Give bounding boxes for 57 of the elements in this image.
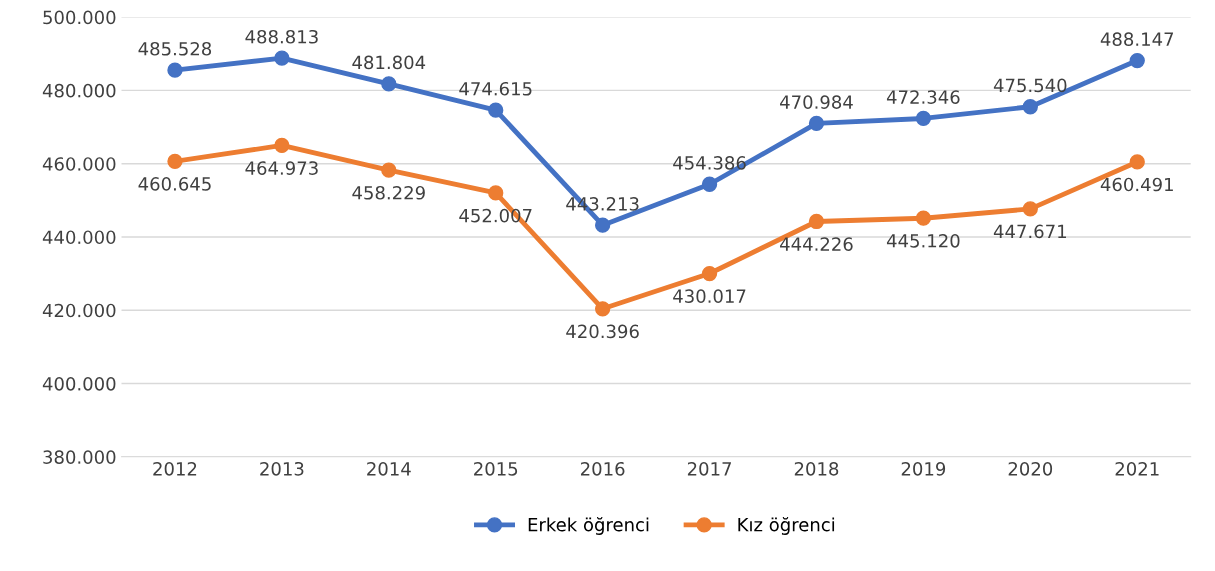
point: [274, 50, 290, 66]
data-label: 488.147: [1100, 32, 1174, 47]
y-tick-label: 440.000: [42, 230, 116, 245]
x-tick-label: 2018: [794, 461, 839, 476]
data-label: 475.540: [993, 78, 1067, 93]
data-label: 470.984: [780, 95, 853, 109]
point: [1129, 154, 1145, 170]
data-label: 481.804: [352, 55, 426, 70]
x-tick-label: 2021: [1115, 461, 1159, 476]
x-tick-label: 2013: [260, 461, 304, 476]
point: [808, 213, 825, 230]
y-tick-label: 500.000: [43, 10, 116, 25]
x-tick-label: 2020: [1008, 461, 1053, 476]
point: [274, 137, 290, 154]
data-label: 460.645: [138, 177, 211, 191]
data-label: 460.491: [1100, 177, 1173, 192]
legend-label: Kız öğrenci: [738, 517, 835, 535]
data-label: 458.229: [352, 185, 425, 200]
data-label: 464.973: [245, 161, 318, 175]
data-label: 430.017: [673, 289, 746, 303]
data-label: 474.615: [459, 81, 532, 96]
data-label: 445.120: [886, 233, 960, 248]
y-tick-label: 460.000: [42, 157, 116, 171]
data-label: 447.671: [993, 224, 1066, 239]
legend-label: Erkek öğrenci: [528, 517, 649, 535]
x-tick-label: 2015: [474, 461, 518, 476]
x-tick-label: 2019: [901, 461, 946, 476]
data-label: 472.346: [886, 90, 960, 104]
point: [915, 210, 932, 226]
point: [488, 185, 504, 201]
point: [167, 62, 183, 78]
y-tick-label: 480.000: [42, 83, 116, 98]
x-tick-label: 2012: [153, 461, 197, 476]
point: [701, 265, 718, 282]
data-label: 444.226: [780, 237, 853, 251]
point: [595, 301, 611, 317]
y-tick-label: 420.000: [42, 303, 116, 318]
y-tick-label: 400.000: [42, 376, 116, 391]
point: [1022, 201, 1038, 217]
point: [808, 115, 825, 132]
data-label: 420.396: [566, 324, 639, 339]
point: [488, 102, 504, 118]
x-tick-label: 2016: [580, 461, 625, 476]
point: [1129, 52, 1145, 69]
y-tick-label: 380.000: [43, 450, 116, 464]
data-label: 485.528: [138, 41, 212, 56]
data-label: 488.813: [245, 29, 318, 44]
point: [381, 162, 397, 178]
data-label: 454.386: [673, 156, 746, 170]
point: [167, 153, 183, 169]
point: [381, 76, 397, 92]
x-tick-label: 2017: [687, 461, 731, 476]
point: [701, 176, 718, 192]
point: [595, 217, 611, 233]
x-tick-label: 2014: [367, 461, 411, 476]
point: [915, 110, 932, 127]
point: [1022, 99, 1038, 115]
